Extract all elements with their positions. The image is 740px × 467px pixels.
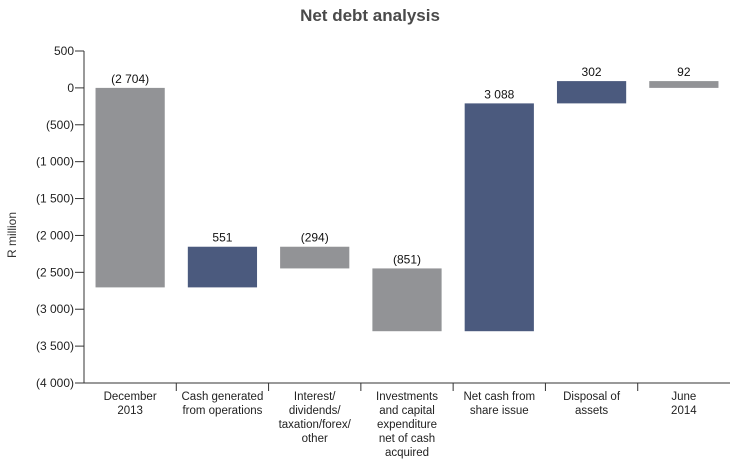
y-tick-label: (1 500) xyxy=(36,192,74,206)
x-category-label: Disposal of assets xyxy=(563,391,621,417)
y-tick-label: (4 000) xyxy=(36,376,74,390)
waterfall-bar xyxy=(464,103,534,332)
x-category-label-line: acquired xyxy=(385,447,429,459)
y-tick-label: 0 xyxy=(67,81,74,95)
waterfall-bar xyxy=(649,81,719,88)
y-tick-label: (500) xyxy=(46,118,74,132)
x-category-label: Cash generated from operations xyxy=(182,391,264,417)
x-category-label-line: Interest/ xyxy=(294,391,336,403)
x-category-label-line: and capital xyxy=(379,405,435,417)
x-category-label-line: June xyxy=(671,391,696,403)
y-axis-label: R million xyxy=(5,212,19,258)
x-category-label-line: net of cash xyxy=(379,433,435,445)
waterfall-bar xyxy=(372,268,442,332)
x-category-label-line: Cash generated xyxy=(182,391,264,403)
y-tick-label: (2 500) xyxy=(36,265,74,279)
x-category-label: Net cash from share issue xyxy=(463,391,535,417)
x-category-label-line: from operations xyxy=(182,405,262,417)
bar-value-label: (294) xyxy=(301,231,329,245)
y-tick-label: (3 500) xyxy=(36,339,74,353)
bar-value-label: (2 704) xyxy=(111,72,149,86)
x-category-label: December 2013 xyxy=(104,391,157,417)
y-tick-label: (1 000) xyxy=(36,155,74,169)
x-category-label-line: 2014 xyxy=(671,405,697,417)
bar-value-label: (851) xyxy=(393,252,421,266)
x-category-label-line: 2013 xyxy=(117,405,143,417)
x-category-label-line: Investments xyxy=(376,391,438,403)
x-category-label: Interest/dividends/taxation/forex/other xyxy=(279,391,352,445)
x-category-label-line: dividends/ xyxy=(289,405,342,417)
bar-value-label: 302 xyxy=(582,65,602,79)
bar-value-label: 92 xyxy=(677,65,691,79)
waterfall-bar xyxy=(95,87,165,288)
x-category-label-line: Net cash from xyxy=(463,391,535,403)
x-category-label-line: expenditure xyxy=(377,419,437,431)
waterfall-bar xyxy=(280,246,350,269)
x-category-label-line: assets xyxy=(575,405,608,417)
bar-value-label: 3 088 xyxy=(484,87,514,101)
chart-title: Net debt analysis xyxy=(300,6,440,25)
x-category-label-line: other xyxy=(302,433,328,445)
chart-bars xyxy=(95,81,719,332)
bar-value-label: 551 xyxy=(212,231,232,245)
x-category-label: Investments and capital expenditure net of … xyxy=(376,391,438,459)
x-category-label: June 2014 xyxy=(671,391,697,417)
y-tick-label: (3 000) xyxy=(36,302,74,316)
y-tick-label: (2 000) xyxy=(36,228,74,242)
chart-labels: (2 704) December 2013 551 Cash generated from… xyxy=(104,65,698,459)
x-category-label-line: Disposal of xyxy=(563,391,621,403)
x-category-label-line: share issue xyxy=(470,405,529,417)
x-category-label-line: taxation/forex/ xyxy=(279,419,352,431)
waterfall-bar xyxy=(556,81,627,104)
y-tick-label: 500 xyxy=(54,44,74,58)
x-category-label-line: December xyxy=(104,391,157,403)
chart-axes: 500 0 (500) (1 000) (1 500) (2 000) (2 500) (3 … xyxy=(36,44,730,391)
waterfall-bar xyxy=(187,246,258,288)
